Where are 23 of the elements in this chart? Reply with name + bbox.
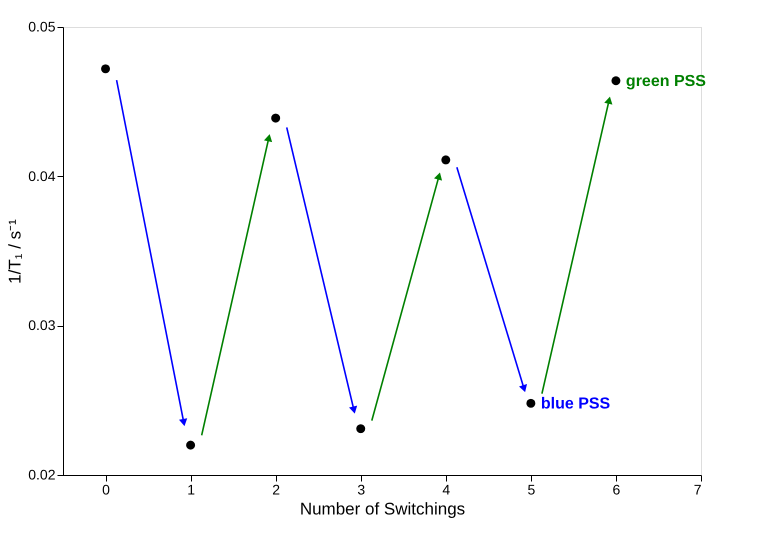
y-axis-title: 1/T₁ / s⁻¹ <box>5 218 24 284</box>
x-tick-label: 2 <box>272 482 280 498</box>
x-tick-label: 0 <box>102 482 110 498</box>
point <box>441 155 450 164</box>
x-tick-label: 7 <box>694 482 702 498</box>
y-tick-label: 0.03 <box>28 317 56 334</box>
y-tick-label: 0.05 <box>28 18 56 34</box>
point <box>356 424 366 434</box>
point <box>271 114 280 123</box>
annotation: green PSS <box>626 72 706 90</box>
x-tick-label: 3 <box>357 482 366 498</box>
x-tick-label: 6 <box>612 482 621 498</box>
point <box>186 440 196 450</box>
annotation: blue PSS <box>540 395 611 412</box>
point <box>611 76 620 86</box>
x-axis-title: Number of Switchings <box>300 500 466 518</box>
x-tick-label: 1 <box>187 482 196 498</box>
y-tick-label: 0.02 <box>28 466 56 482</box>
y-tick-label: 0.04 <box>28 168 56 184</box>
point <box>101 64 110 74</box>
point <box>526 398 536 408</box>
x-tick-label: 4 <box>442 482 450 498</box>
x-tick-label: 5 <box>527 482 536 498</box>
